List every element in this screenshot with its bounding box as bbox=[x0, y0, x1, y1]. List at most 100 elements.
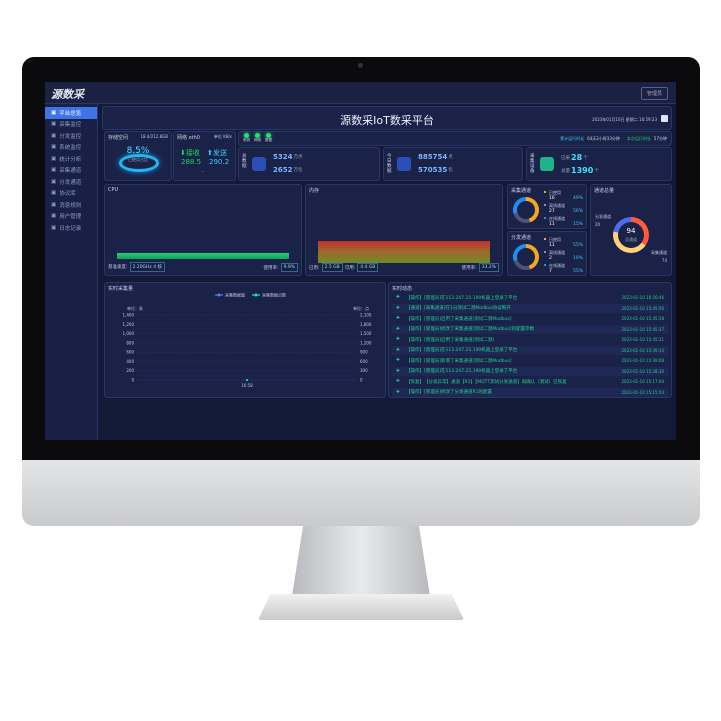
event-tag: 【操作】 bbox=[406, 369, 424, 375]
chart-title: 实时采集量 bbox=[108, 286, 134, 292]
stat-unit: 个 bbox=[594, 168, 599, 174]
event-time: 2023-01-10 15:45:56 bbox=[621, 305, 664, 311]
monitor-stand bbox=[292, 526, 430, 596]
event-row[interactable]: ✚ 【操作】 [管理员]修改了采集通道[测试二测Modbus]的配置参数 2023-0… bbox=[392, 324, 668, 334]
fullscreen-icon[interactable] bbox=[661, 115, 668, 122]
channel-title: 分发通道 bbox=[511, 235, 532, 241]
event-row[interactable]: ✚ 【操作】 [管理员]在113.247.25.190机器上登录了平台 2023-01… bbox=[392, 366, 668, 376]
channel-item-label: 已使用 bbox=[549, 190, 561, 195]
sidebar-item[interactable]: ▣ 平台总览 bbox=[45, 107, 97, 119]
sidebar-item[interactable]: ▣ 系统监控 bbox=[45, 142, 97, 154]
sidebar-item-label: 采集通道 bbox=[59, 168, 82, 175]
dashboard-screen: 源数采 管理员 ▣ 平台总览 ▣ 采集监控 ▣ 分发监控 ▣ 系统监控 ▣ 统计分析 ▣ 采集通道 ▣ 分… bbox=[45, 82, 676, 440]
sidebar-item-label: 分发通道 bbox=[59, 179, 82, 186]
event-tag: 【操作】 bbox=[406, 316, 424, 322]
event-time: 2023-01-10 15:28:30 bbox=[621, 368, 664, 374]
mem-usage: 33.2% bbox=[478, 263, 499, 272]
stat-unit: 万点 bbox=[293, 155, 303, 160]
channel-total-value: 94 bbox=[626, 227, 636, 235]
right-tick-label: 600 bbox=[360, 359, 368, 364]
stat-unit: 个 bbox=[583, 155, 588, 161]
cpu-usage: 9.9% bbox=[280, 263, 298, 272]
network-panel: 网络 eth0 单位 KB/s ⬇接收 ⬆发送 288.5 290.2 - bbox=[173, 131, 236, 181]
sidebar-item[interactable]: ▣ 采集监控 bbox=[45, 119, 97, 131]
status-light: 系统 bbox=[243, 133, 250, 143]
right-tick-label: 1,200 bbox=[360, 340, 372, 345]
stat-card: 采集设备 已采 28 个总量 1390 个 bbox=[526, 147, 672, 181]
sidebar-item-label: 统计分析 bbox=[59, 156, 82, 163]
legend-marker bbox=[254, 293, 258, 297]
sidebar-item[interactable]: ▣ 采集通道 bbox=[45, 165, 97, 177]
event-row[interactable]: ✚ 【操作】 [管理员]新增了采集通道[测试二测Modbus] 2023-01-10 … bbox=[392, 356, 668, 366]
event-row[interactable]: ✚ 【恢复】 【分发异常】通道【R1】【MQTT测试分发通道】再确认（测试）已恢复 2… bbox=[392, 377, 668, 387]
stat-card-label: 采集设备 bbox=[530, 154, 535, 174]
plus-icon: ✚ bbox=[396, 337, 400, 343]
channel-item-count: 27 bbox=[549, 209, 555, 214]
sidebar-item-label: 协议库 bbox=[59, 191, 76, 198]
event-text: [管理员]新增了采集通道[测试二测Modbus] bbox=[424, 358, 512, 364]
sidebar-item[interactable]: ▣ 日志记录 bbox=[45, 222, 97, 234]
stat-value: 2652 bbox=[273, 166, 293, 174]
legend-marker bbox=[217, 293, 221, 297]
left-tick-label: 1,400 bbox=[123, 313, 135, 318]
left-tick-label: 1,200 bbox=[123, 322, 135, 327]
stat-card: 总数据 5324 万点 2652 万包 bbox=[238, 147, 380, 181]
channel-item-count: 7 bbox=[549, 269, 552, 274]
plus-icon: ✚ bbox=[396, 347, 400, 353]
event-row[interactable]: ✚ 【操作】 [管理员]在113.247.25.190机器上登录了平台 2023-01… bbox=[392, 293, 668, 303]
sidebar-item[interactable]: ▣ 消息规则 bbox=[45, 199, 97, 211]
storage-caption: 已使用占比 bbox=[128, 157, 148, 162]
series-point bbox=[246, 379, 248, 381]
event-row[interactable]: ✚ 【操作】 [管理员]启用了采集通道[测试二测] 2023-01-10 15:45:… bbox=[392, 335, 668, 345]
channel-item-count: 11 bbox=[549, 243, 555, 248]
sidebar-item-label: 采集监控 bbox=[59, 122, 82, 129]
sidebar-item[interactable]: ▣ 协议库 bbox=[45, 188, 97, 200]
event-time: 2023-01-10 15:45:21 bbox=[621, 337, 664, 343]
channel-total-donut bbox=[613, 217, 649, 253]
events-title: 实时动态 bbox=[392, 286, 413, 292]
left-tick-label: 600 bbox=[126, 350, 134, 355]
event-row[interactable]: ✚ 【操作】 [管理员]启用了采集通道[测试二测Modbus] 2023-01-10 … bbox=[392, 314, 668, 324]
dist-channels-panel: 分发通道 已使用 11 55% 离线通道 2 10% 在线通道 7 55% bbox=[507, 231, 587, 276]
top-bar: 源数采 管理员 bbox=[45, 82, 676, 104]
menu-icon: ▣ bbox=[51, 213, 57, 220]
plus-icon: ✚ bbox=[396, 358, 400, 364]
cpu-title: CPU bbox=[108, 187, 119, 193]
sidebar-item[interactable]: ▣ 分发监控 bbox=[45, 130, 97, 142]
status-label: 系统 bbox=[243, 138, 250, 142]
chip-icon bbox=[397, 157, 411, 171]
sidebar-item[interactable]: ▣ 用户管理 bbox=[45, 211, 97, 223]
sidebar-item[interactable]: ▣ 分发通道 bbox=[45, 176, 97, 188]
event-time: 2023-01-10 15:39:33 bbox=[621, 347, 664, 353]
status-dot-icon bbox=[255, 133, 260, 138]
sidebar-item[interactable]: ▣ 统计分析 bbox=[45, 153, 97, 165]
channel-donut bbox=[513, 197, 539, 223]
status-label: 数据 bbox=[265, 138, 272, 142]
channel-item-pct: 15% bbox=[572, 222, 583, 227]
collect-channel-label: 采集通道 bbox=[651, 250, 667, 255]
legend-dot-icon bbox=[544, 204, 546, 206]
storage-title: 存储空间 bbox=[108, 135, 129, 141]
stat-line: 已采 28 个 bbox=[561, 153, 588, 162]
event-row[interactable]: ✚ 【操作】 [管理员]在113.247.25.190机器上登录了平台 2023-01… bbox=[392, 345, 668, 355]
plus-icon: ✚ bbox=[396, 389, 400, 395]
logo: 源数采 bbox=[51, 88, 84, 101]
stat-line: 885754 点 bbox=[418, 153, 453, 161]
event-time: 2023-01-10 15:17:00 bbox=[621, 379, 664, 385]
event-text: [管理员]修改了分发通道R1的配置 bbox=[424, 390, 492, 396]
sidebar-item-label: 日志记录 bbox=[59, 225, 82, 232]
event-row[interactable]: ✚ 【操作】 [管理员]修改了分发通道R1的配置 2023-01-10 15:15:5… bbox=[392, 387, 668, 397]
legend-label: 采集数据量 bbox=[225, 292, 245, 298]
send-label: 发送 bbox=[212, 149, 227, 157]
event-row[interactable]: ✚ 【通道】 [采集通道]在1分测试二测Modbus协议断开 2023-01-10 1… bbox=[392, 303, 668, 313]
stat-card-label: 今日数据 bbox=[387, 154, 392, 174]
channel-item-pct: 56% bbox=[572, 209, 583, 214]
stat-value: 885754 bbox=[418, 153, 448, 161]
admin-button[interactable]: 管理员 bbox=[640, 87, 668, 100]
camera bbox=[358, 63, 363, 68]
stat-line: 总量 1390 个 bbox=[561, 166, 599, 175]
stat-prefix: 已采 bbox=[561, 155, 570, 161]
menu-icon: ▣ bbox=[51, 201, 57, 208]
mem-usage-label: 使用率: bbox=[461, 265, 477, 271]
